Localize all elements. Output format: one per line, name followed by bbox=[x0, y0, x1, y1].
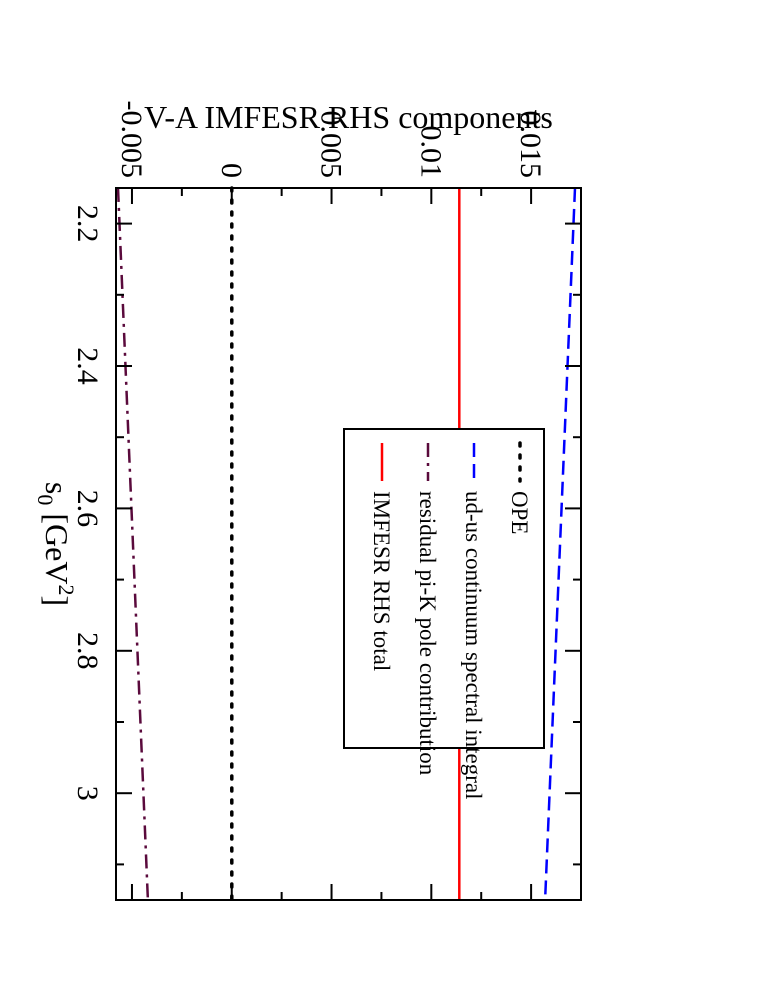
legend-label-2: ud-us continuum spectral integral bbox=[461, 491, 486, 800]
x-axis-title-unit-close: ] bbox=[39, 595, 75, 606]
plot-frame bbox=[115, 187, 582, 901]
y-tick-label: -0.005 bbox=[115, 101, 148, 179]
x-axis-title-sub: 0 bbox=[33, 494, 58, 505]
x-axis-title-unit-sup: 2 bbox=[54, 584, 79, 595]
legend: OPE ud-us continuum spectral integral resi… bbox=[343, 428, 545, 800]
x-tick-label: 2.8 bbox=[71, 632, 104, 670]
rotated-plot: 2.2 2.4 2.6 2.8 3 -0.005 0 0.005 0.01 0.015 OPE ud… bbox=[33, 99, 582, 902]
legend-label-1: OPE bbox=[507, 491, 532, 534]
legend-label-3: residual pi-K pole contribution bbox=[415, 491, 440, 776]
legend-box bbox=[343, 428, 545, 749]
y-tick-label: 0.005 bbox=[315, 111, 348, 179]
x-axis-title-main: s bbox=[39, 482, 75, 494]
x-tick-label: 2.2 bbox=[71, 205, 104, 243]
x-axis-title-unit: [GeV bbox=[39, 513, 75, 584]
legend-label-4: IMFESR RHS total bbox=[369, 491, 394, 671]
x-tick-label: 2.4 bbox=[71, 347, 104, 385]
y-tick-label: 0 bbox=[215, 163, 248, 178]
series-line-2 bbox=[543, 187, 577, 901]
x-tick-label: 3 bbox=[71, 786, 104, 801]
series-line-3 bbox=[116, 187, 150, 901]
x-axis-title: s0 [GeV2] bbox=[33, 482, 79, 606]
y-tick-label: 0.01 bbox=[414, 126, 447, 179]
ticks-layer: 2.2 2.4 2.6 2.8 3 -0.005 0 0.005 0.01 0.015 bbox=[71, 101, 581, 900]
y-tick-label: 0.015 bbox=[514, 111, 547, 179]
y-axis-title: V-A IMFESR RHS components bbox=[144, 99, 553, 135]
x-tick-label: 2.6 bbox=[71, 490, 104, 528]
